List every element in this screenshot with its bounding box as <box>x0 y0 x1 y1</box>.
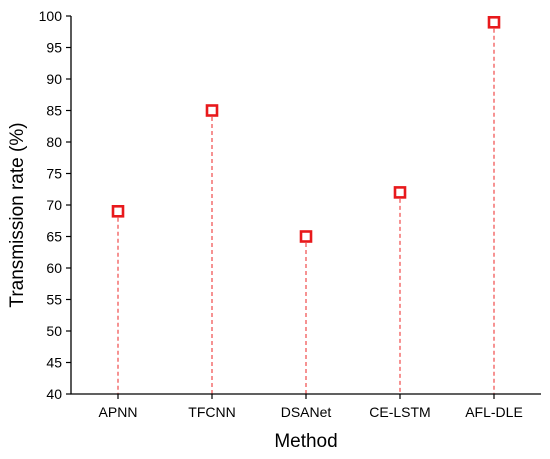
y-tick-label: 75 <box>46 166 62 182</box>
y-axis-title: Transmission rate (%) <box>7 122 28 307</box>
y-axis-ticks: 40 45 50 55 60 65 70 75 80 85 90 95 100 <box>39 8 71 402</box>
y-tick-label: 45 <box>46 355 62 371</box>
y-tick-label: 50 <box>46 323 62 339</box>
data-point <box>111 205 125 218</box>
x-axis-ticks: APNN TFCNN DSANet CE-LSTM AFL-DLE <box>99 394 523 420</box>
y-tick-label: 100 <box>39 8 63 24</box>
y-tick-label: 65 <box>46 229 62 245</box>
y-tick-label: 60 <box>46 260 62 276</box>
y-tick-label: 80 <box>46 134 62 150</box>
x-tick-label: DSANet <box>281 404 332 420</box>
data-markers <box>111 15 501 243</box>
y-tick-label: 90 <box>46 71 62 87</box>
data-point <box>205 104 219 117</box>
x-axis-title: Method <box>274 431 337 452</box>
y-tick-label: 95 <box>46 40 62 56</box>
data-point <box>393 186 407 199</box>
x-tick-label: APNN <box>99 404 138 420</box>
x-tick-label: TFCNN <box>188 404 235 420</box>
y-tick-label: 55 <box>46 292 62 308</box>
drop-lines <box>117 28 495 394</box>
y-tick-label: 40 <box>46 386 62 402</box>
data-point <box>487 15 501 29</box>
y-tick-label: 70 <box>46 197 62 213</box>
y-tick-label: 85 <box>46 103 62 119</box>
x-tick-label: CE-LSTM <box>369 404 430 420</box>
x-tick-label: AFL-DLE <box>465 404 523 420</box>
data-point <box>299 230 313 243</box>
